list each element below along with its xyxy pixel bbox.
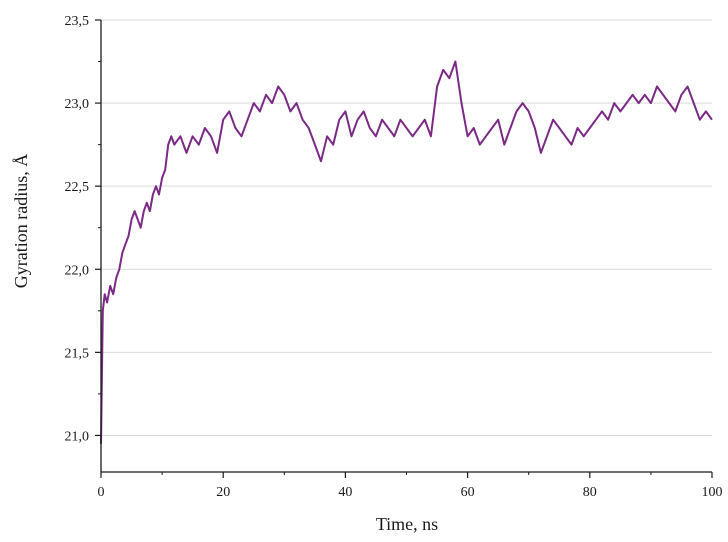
grid-lines — [101, 19, 712, 436]
y-tick-label: 21,0 — [65, 429, 90, 444]
x-tick-label: 0 — [98, 485, 105, 500]
x-axis-ticks: 0 20 40 60 80 100 — [98, 472, 723, 500]
x-tick-label: 60 — [461, 485, 475, 500]
y-tick-label: 21,5 — [65, 346, 90, 361]
series-layer — [100, 60, 713, 444]
axes — [100, 20, 712, 473]
x-tick-label: 40 — [338, 485, 352, 500]
x-tick-label: 100 — [702, 485, 723, 500]
series-line — [100, 60, 713, 444]
x-tick-label: 80 — [583, 485, 597, 500]
x-tick-label: 20 — [216, 485, 230, 500]
y-axis-title: Gyration radius, Å — [11, 154, 31, 288]
y-tick-label: 23,5 — [65, 14, 90, 29]
y-tick-label: 23,0 — [65, 97, 90, 112]
y-tick-label: 22,0 — [65, 263, 90, 278]
x-axis-title: Time, ns — [376, 514, 438, 534]
y-tick-label: 22,5 — [65, 180, 90, 195]
y-axis-ticks: 21,0 21,5 22,0 22,5 23,0 23,5 — [65, 14, 101, 444]
